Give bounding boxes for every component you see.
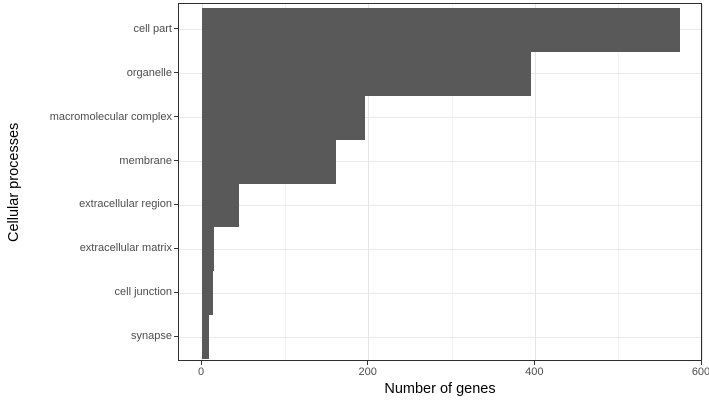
- bar-extracellular-matrix: [202, 227, 214, 272]
- bar-extracellular-region: [202, 183, 239, 228]
- y-tick-mark-extracellular-region: [174, 203, 178, 205]
- x-tick-mark-600: [700, 361, 702, 365]
- bar-membrane: [202, 139, 337, 184]
- y-tick-label-organelle: organelle: [126, 66, 172, 79]
- plot-panel: [178, 3, 703, 361]
- major-gridline-y-extracellular-matrix: [179, 248, 701, 250]
- bar-synapse: [202, 315, 209, 359]
- major-gridline-y-cell-junction: [179, 292, 701, 294]
- major-gridline-y-synapse: [179, 336, 701, 338]
- major-gridline-x-400: [534, 4, 536, 360]
- y-axis-labels: cell part organelle macromolecular complex…: [0, 0, 172, 405]
- bar-cell-part: [202, 8, 680, 52]
- x-axis-title: Number of genes: [384, 381, 496, 397]
- x-tick-mark-0: [200, 361, 202, 365]
- y-tick-label-membrane: membrane: [119, 154, 172, 167]
- major-gridline-y-membrane: [179, 161, 701, 163]
- y-tick-label-macromolecular-complex: macromolecular complex: [49, 110, 172, 123]
- major-gridline-x-600: [701, 4, 703, 360]
- major-gridline-y-extracellular-region: [179, 204, 701, 206]
- y-tick-mark-extracellular-matrix: [174, 247, 178, 249]
- minor-gridline-x-500: [618, 4, 620, 360]
- x-tick-label-400: 400: [525, 366, 544, 378]
- x-tick-label-600: 600: [691, 366, 709, 378]
- y-tick-label-synapse: synapse: [131, 330, 172, 343]
- y-tick-mark-synapse: [174, 335, 178, 337]
- y-tick-mark-macromolecular-complex: [174, 116, 178, 118]
- x-tick-mark-400: [533, 361, 535, 365]
- x-tick-label-200: 200: [358, 366, 377, 378]
- bar-macromolecular-complex: [202, 95, 366, 140]
- major-gridline-y-macromolecular-complex: [179, 117, 701, 119]
- y-tick-label-cell-part: cell part: [133, 22, 172, 35]
- bar-organelle: [202, 51, 532, 96]
- y-tick-mark-cell-part: [174, 28, 178, 30]
- minor-gridline-x-300: [451, 4, 453, 360]
- y-tick-mark-cell-junction: [174, 291, 178, 293]
- y-tick-mark-membrane: [174, 160, 178, 162]
- y-tick-label-cell-junction: cell junction: [114, 286, 172, 299]
- y-tick-label-extracellular-region: extracellular region: [79, 198, 172, 211]
- bar-cell-junction: [202, 271, 213, 316]
- y-tick-mark-organelle: [174, 72, 178, 74]
- y-tick-label-extracellular-matrix: extracellular matrix: [79, 242, 172, 255]
- x-tick-mark-200: [367, 361, 369, 365]
- x-tick-label-0: 0: [197, 366, 205, 378]
- major-gridline-x-200: [368, 4, 370, 360]
